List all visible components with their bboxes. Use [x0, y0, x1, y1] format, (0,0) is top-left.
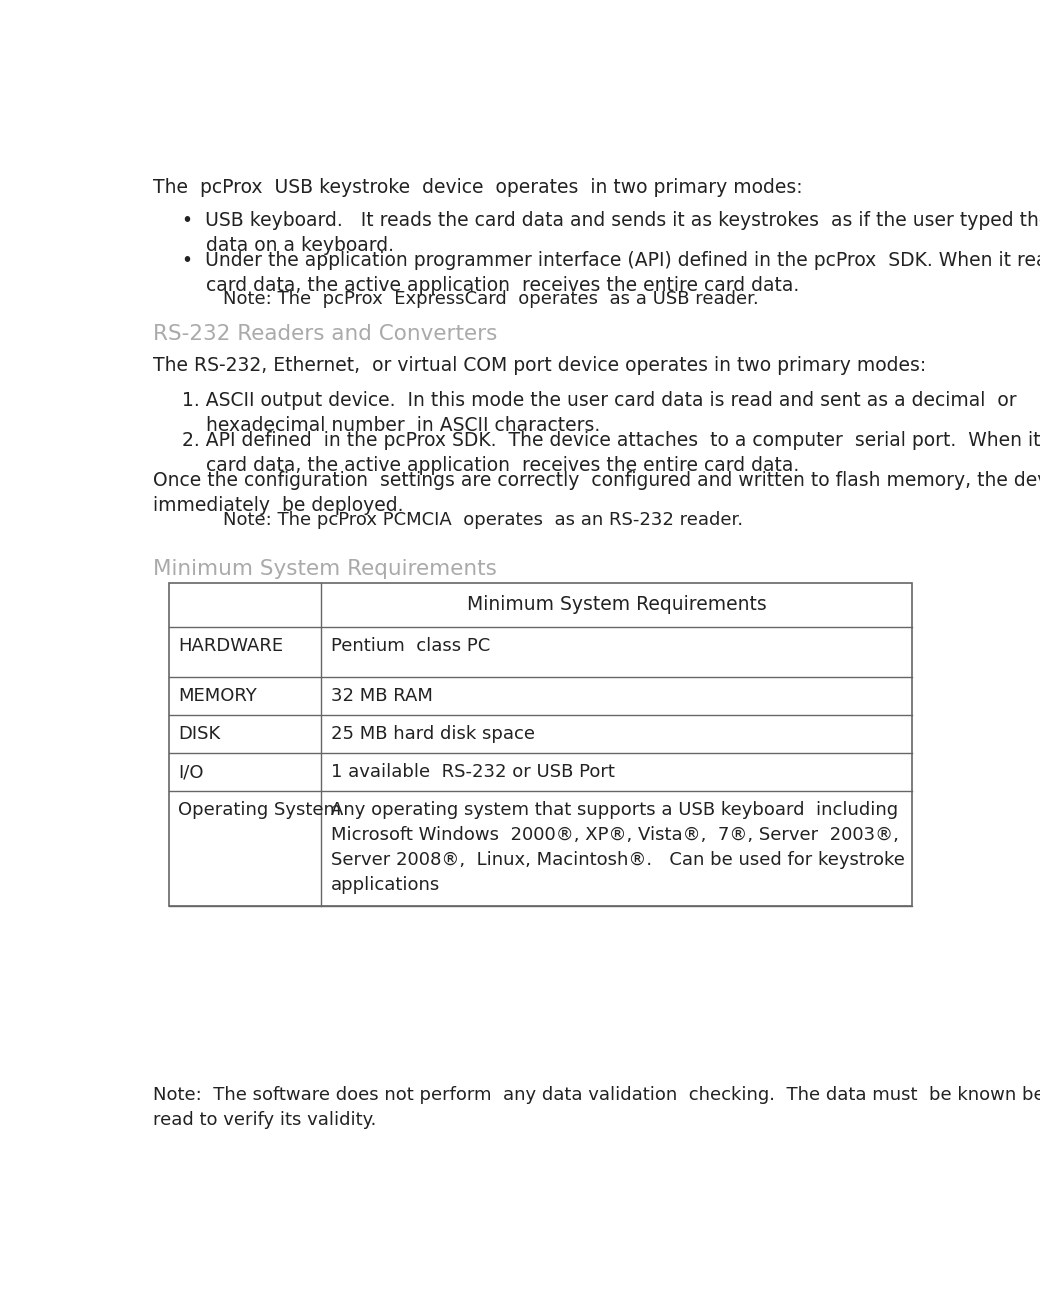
Text: Operating System: Operating System	[179, 801, 341, 820]
Text: Note: The pcProx PCMCIA  operates  as an RS-232 reader.: Note: The pcProx PCMCIA operates as an R…	[223, 511, 743, 528]
Text: Note: The  pcProx  ExpressCard  operates  as a USB reader.: Note: The pcProx ExpressCard operates as…	[223, 290, 758, 308]
Text: The  pcProx  USB keystroke  device  operates  in two primary modes:: The pcProx USB keystroke device operates…	[153, 178, 802, 196]
Text: Once the configuration  settings are correctly  configured and written to flash : Once the configuration settings are corr…	[153, 471, 1040, 515]
Text: I/O: I/O	[179, 764, 204, 781]
Text: RS-232 Readers and Converters: RS-232 Readers and Converters	[153, 324, 497, 345]
Text: Any operating system that supports a USB keyboard  including
Microsoft Windows  : Any operating system that supports a USB…	[331, 801, 905, 894]
Text: •  Under the application programmer interface (API) defined in the pcProx  SDK. : • Under the application programmer inter…	[182, 251, 1040, 295]
Text: Minimum System Requirements: Minimum System Requirements	[153, 559, 496, 579]
Text: 2. API defined  in the pcProx SDK.  The device attaches  to a computer  serial p: 2. API defined in the pcProx SDK. The de…	[182, 431, 1040, 475]
Text: 1. ASCII output device.  In this mode the user card data is read and sent as a d: 1. ASCII output device. In this mode the…	[182, 390, 1017, 435]
Text: Minimum System Requirements: Minimum System Requirements	[467, 596, 766, 614]
Text: MEMORY: MEMORY	[179, 687, 257, 705]
Text: 25 MB hard disk space: 25 MB hard disk space	[331, 725, 535, 743]
Text: •  USB keyboard.   It reads the card data and sends it as keystrokes  as if the : • USB keyboard. It reads the card data a…	[182, 211, 1040, 255]
Text: DISK: DISK	[179, 725, 220, 743]
Text: HARDWARE: HARDWARE	[179, 637, 284, 654]
Text: 32 MB RAM: 32 MB RAM	[331, 687, 433, 705]
Text: Note:  The software does not perform  any data validation  checking.  The data m: Note: The software does not perform any …	[153, 1086, 1040, 1129]
Text: Pentium  class PC: Pentium class PC	[331, 637, 490, 654]
Text: 1 available  RS-232 or USB Port: 1 available RS-232 or USB Port	[331, 764, 615, 781]
Text: The RS-232, Ethernet,  or virtual COM port device operates in two primary modes:: The RS-232, Ethernet, or virtual COM por…	[153, 356, 926, 376]
Bar	[168, 583, 912, 907]
